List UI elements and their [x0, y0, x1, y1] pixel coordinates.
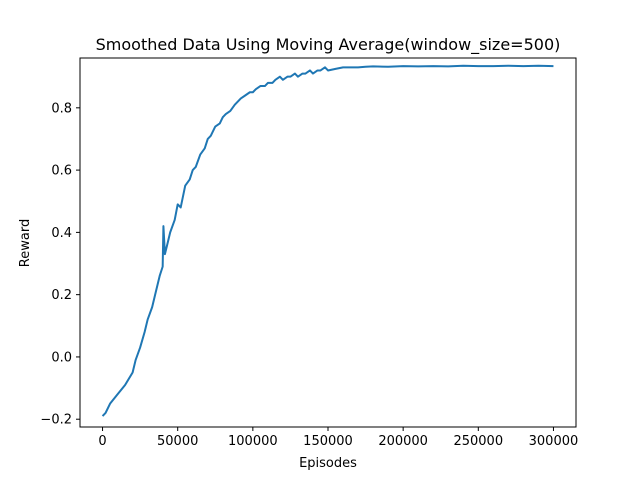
y-tick-label: −0.2: [40, 413, 72, 428]
x-tick-label: 300000: [529, 434, 579, 449]
x-tick-label: 150000: [303, 434, 353, 449]
y-axis-title: Reward: [18, 219, 33, 267]
x-tick-label: 0: [98, 434, 106, 449]
y-tick-label: 0.4: [51, 226, 72, 241]
x-tick-label: 100000: [228, 434, 278, 449]
series-layer: [101, 64, 554, 417]
series-line: [101, 64, 554, 417]
x-tick-label: 200000: [378, 434, 428, 449]
chart-title: Smoothed Data Using Moving Average(windo…: [96, 35, 561, 55]
y-tick-label: 0.8: [51, 101, 72, 116]
x-tick-label: 250000: [453, 434, 503, 449]
x-axis: 0 50000 100000 150000 200000 250000 300000: [98, 427, 578, 449]
x-tick-label: 50000: [157, 434, 198, 449]
y-tick-label: 0.2: [51, 288, 72, 303]
y-axis: −0.2 0.0 0.2 0.4 0.6 0.8: [40, 101, 80, 428]
y-tick-label: 0.0: [51, 350, 72, 365]
x-axis-title: Episodes: [299, 456, 357, 471]
y-tick-label: 0.6: [51, 164, 72, 179]
